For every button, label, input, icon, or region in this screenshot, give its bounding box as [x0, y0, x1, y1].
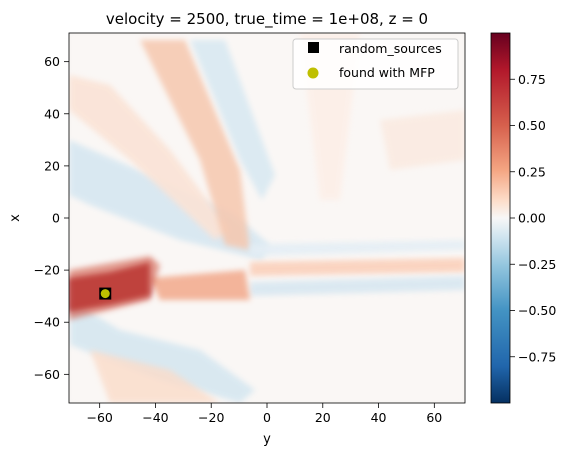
legend-label-random-sources: random_sources — [339, 41, 442, 56]
colorbar-tick-label: 0.75 — [518, 72, 546, 87]
chart-title: velocity = 2500, true_time = 1e+08, z = … — [106, 10, 428, 29]
legend: random_sources found with MFP — [292, 38, 459, 90]
colorbar-tick-label: −0.25 — [518, 257, 556, 272]
y-tick-label: −40 — [34, 315, 60, 330]
x-tick-label: 40 — [371, 410, 387, 425]
colorbar-ticks: 0.75 0.50 0.25 0.00 −0.25 −0.50 −0.75 — [510, 72, 556, 364]
y-axis-label: x — [8, 214, 23, 222]
x-tick-label: 20 — [315, 410, 331, 425]
legend-marker-found-with-mfp — [307, 67, 319, 79]
x-axis: −60 −40 −20 0 20 40 60 — [86, 403, 442, 425]
y-tick-label: 20 — [44, 158, 60, 173]
markers — [99, 287, 112, 300]
legend-marker-random-sources — [308, 42, 319, 53]
x-tick-label: −40 — [142, 410, 168, 425]
colorbar-tick-label: 0.25 — [518, 164, 546, 179]
x-tick-label: −20 — [198, 410, 224, 425]
y-tick-label: 40 — [44, 106, 60, 121]
y-tick-label: 0 — [52, 211, 60, 226]
colorbar-tick-label: −0.75 — [518, 349, 556, 364]
legend-label-found-with-mfp: found with MFP — [339, 65, 435, 80]
y-tick-label: −20 — [34, 263, 60, 278]
y-tick-label: 60 — [44, 54, 60, 69]
y-axis: 60 40 20 0 −20 −40 −60 — [34, 54, 69, 382]
x-tick-label: 0 — [263, 410, 271, 425]
y-tick-label: −60 — [34, 367, 60, 382]
x-tick-label: −60 — [86, 410, 112, 425]
plot-area — [68, 32, 466, 404]
colorbar-tick-label: 0.50 — [518, 118, 546, 133]
x-tick-label: 60 — [426, 410, 442, 425]
colorbar: 0.75 0.50 0.25 0.00 −0.25 −0.50 −0.75 — [490, 32, 556, 404]
x-axis-label: y — [263, 432, 271, 447]
colorbar-tick-label: −0.50 — [518, 303, 556, 318]
colorbar-tick-label: 0.00 — [518, 211, 546, 226]
heatmap-field — [69, 33, 465, 403]
mfp-found-marker — [100, 289, 110, 299]
